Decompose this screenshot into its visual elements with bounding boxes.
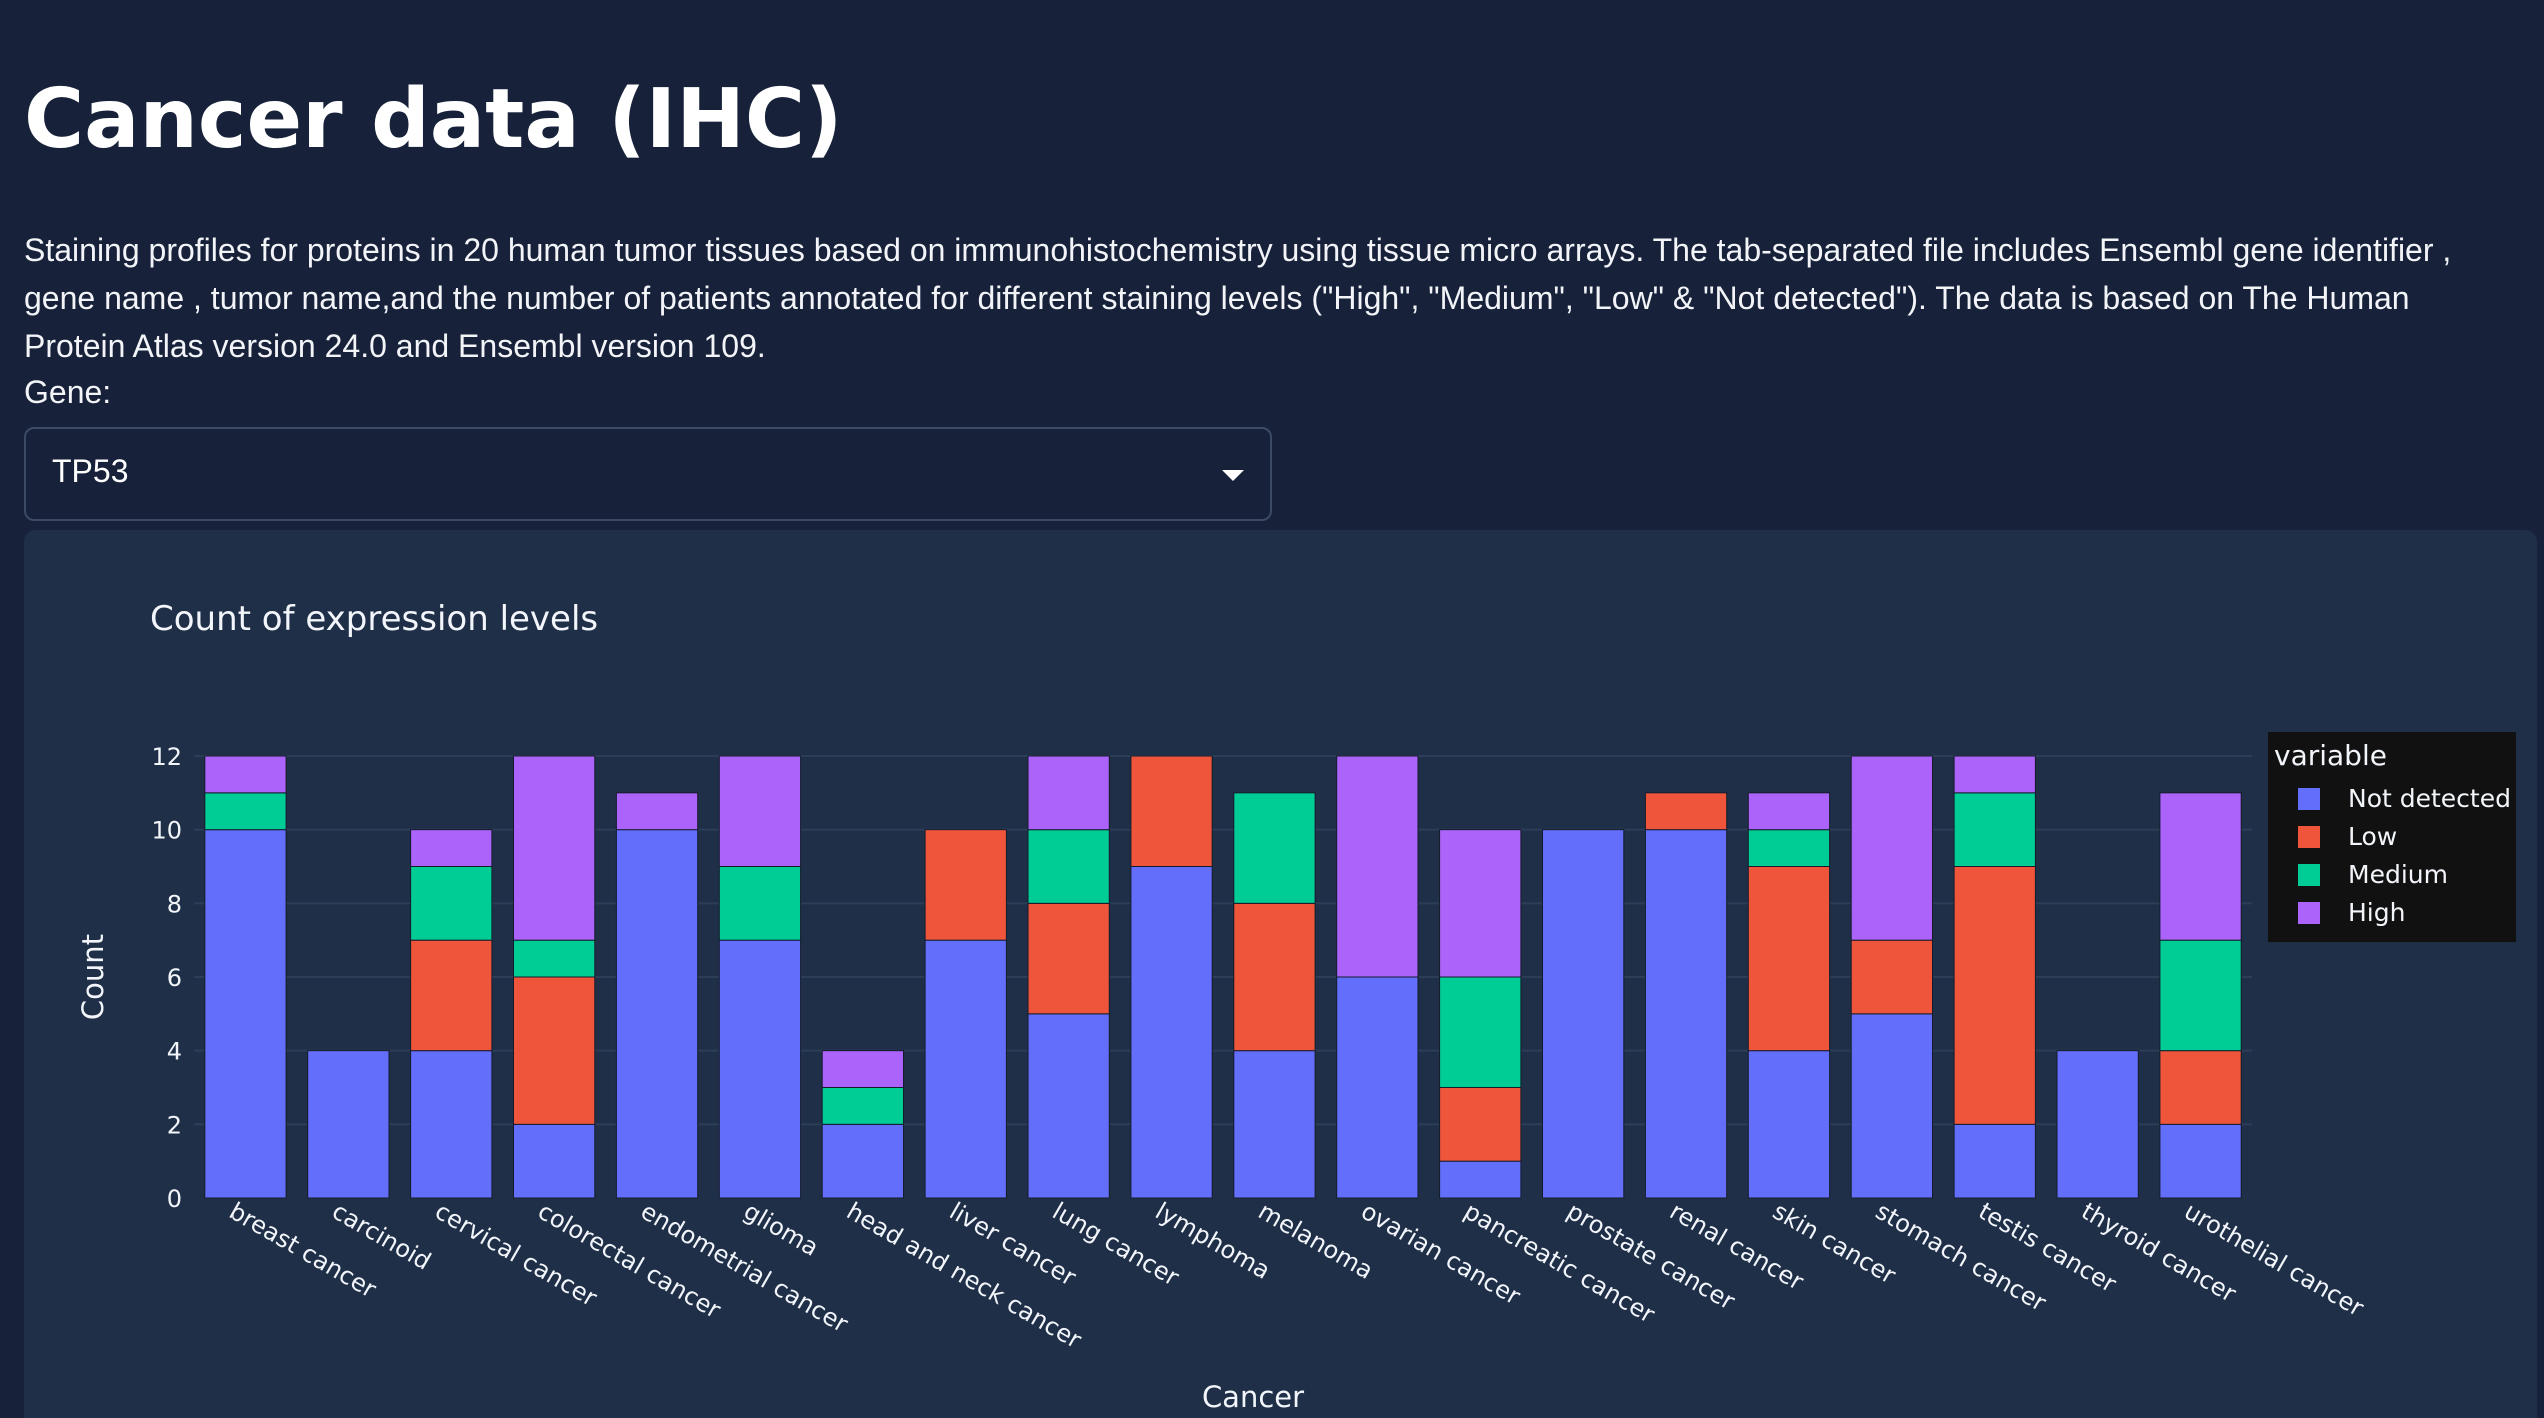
x-tick-label: stomach cancer (1871, 1197, 2051, 1317)
bar-segment[interactable] (1953, 866, 2036, 1125)
bar-segment[interactable] (1953, 792, 2036, 868)
bar-segment[interactable] (1747, 866, 1831, 1052)
bar-segment[interactable] (1439, 829, 1522, 978)
bar-segment[interactable] (1336, 755, 1419, 978)
x-tick-label: melanoma (1253, 1197, 1377, 1285)
bar-segment[interactable] (718, 755, 802, 867)
bar-segment[interactable] (1644, 829, 1728, 1199)
bar-segment[interactable] (1953, 755, 2036, 794)
page-title: Cancer data (IHC) (24, 72, 843, 167)
chart-title: Count of expression levels (150, 599, 598, 639)
bar-segment[interactable] (1439, 1160, 1522, 1199)
bar-segment[interactable] (718, 939, 802, 1199)
bar-segment[interactable] (615, 792, 699, 831)
gene-label: Gene: (24, 374, 112, 410)
bar-segment[interactable] (513, 1123, 596, 1199)
x-tick-label: urothelial cancer (2180, 1197, 2369, 1322)
bar-segment[interactable] (1027, 755, 1110, 831)
gene-dropdown-value: TP53 (52, 453, 129, 489)
bar-segment[interactable] (1233, 1050, 1316, 1199)
bar-segment[interactable] (924, 939, 1007, 1199)
bar-segment[interactable] (2056, 1050, 2139, 1199)
bar-segment[interactable] (1644, 792, 1728, 831)
legend-swatch[interactable] (2298, 864, 2320, 886)
bar-segment[interactable] (1027, 1013, 1110, 1199)
x-axis-title: Cancer (1202, 1380, 1304, 1414)
legend-label[interactable]: Low (2348, 822, 2397, 851)
bar-segment[interactable] (1130, 755, 1213, 867)
legend-label[interactable]: High (2348, 898, 2405, 927)
y-tick-label: 0 (167, 1185, 182, 1213)
x-tick-label: prostate cancer (1562, 1197, 1739, 1316)
y-tick-label: 4 (167, 1038, 182, 1066)
bar-segment[interactable] (615, 829, 699, 1199)
bar-segment[interactable] (1747, 829, 1831, 867)
bar-segment[interactable] (1439, 1087, 1522, 1162)
bar-segment[interactable] (1747, 1050, 1831, 1199)
bar-segment[interactable] (2159, 1050, 2242, 1125)
y-tick-label: 8 (167, 890, 182, 918)
bar-segment[interactable] (204, 755, 287, 794)
bar-segment[interactable] (513, 976, 596, 1125)
legend-title: variable (2274, 739, 2387, 772)
x-tick-label: glioma (739, 1197, 823, 1262)
y-tick-label: 6 (167, 964, 182, 992)
bar-segment[interactable] (2159, 939, 2242, 1052)
bar-segment[interactable] (513, 939, 596, 978)
legend-label[interactable]: Medium (2348, 860, 2448, 889)
bar-segment[interactable] (1233, 792, 1316, 904)
bar-segment[interactable] (821, 1123, 904, 1199)
bar-segment[interactable] (1850, 755, 1933, 941)
bar-segment[interactable] (924, 829, 1007, 941)
legend-swatch[interactable] (2298, 902, 2320, 924)
bar-segment[interactable] (718, 866, 802, 941)
bar-segment[interactable] (307, 1050, 390, 1199)
bar-segment[interactable] (1542, 829, 1625, 1199)
y-tick-label: 10 (151, 817, 182, 845)
expression-chart: Count of expression levels 0 2 4 6 8 10 12 Count… (76, 599, 2516, 1414)
caret-down-icon[interactable] (1222, 470, 1244, 481)
legend-swatch[interactable] (2298, 788, 2320, 810)
bar-segment[interactable] (410, 1050, 493, 1199)
bar-segment[interactable] (1233, 902, 1316, 1052)
bar-segment[interactable] (1850, 1013, 1933, 1199)
bar-segment[interactable] (1850, 939, 1933, 1015)
bar-segment[interactable] (2159, 1123, 2242, 1199)
bar-segment[interactable] (1130, 866, 1213, 1199)
bar-segment[interactable] (410, 866, 493, 941)
x-tick-label: pancreatic cancer (1459, 1197, 1659, 1329)
y-tick-label: 12 (151, 743, 182, 771)
legend-swatch[interactable] (2298, 826, 2320, 848)
bar-segment[interactable] (2159, 792, 2242, 941)
bar-segment[interactable] (204, 792, 287, 831)
y-axis-title: Count (76, 934, 110, 1020)
chart-panel: Count of expression levels 0 2 4 6 8 10 12 Count… (24, 530, 2537, 1418)
bar-segment[interactable] (1953, 1123, 2036, 1199)
gene-dropdown[interactable]: TP53 (24, 427, 1272, 521)
bar-segment[interactable] (204, 829, 287, 1199)
bar-segment[interactable] (821, 1050, 904, 1089)
bar-segment[interactable] (1336, 976, 1419, 1199)
bar-segment[interactable] (513, 755, 596, 941)
bar-segment[interactable] (410, 939, 493, 1052)
bar-segment[interactable] (1439, 976, 1522, 1088)
bar-segment[interactable] (1027, 829, 1110, 904)
legend-label[interactable]: Not detected (2348, 784, 2511, 813)
x-tick-label: colorectal cancer (533, 1197, 725, 1324)
bar-segment[interactable] (410, 829, 493, 867)
bar-segment[interactable] (1027, 902, 1110, 1015)
bar-segment[interactable] (1747, 792, 1831, 831)
y-tick-label: 2 (167, 1111, 182, 1139)
page-description: Staining profiles for proteins in 20 hum… (24, 232, 2452, 364)
bar-segment[interactable] (821, 1087, 904, 1125)
